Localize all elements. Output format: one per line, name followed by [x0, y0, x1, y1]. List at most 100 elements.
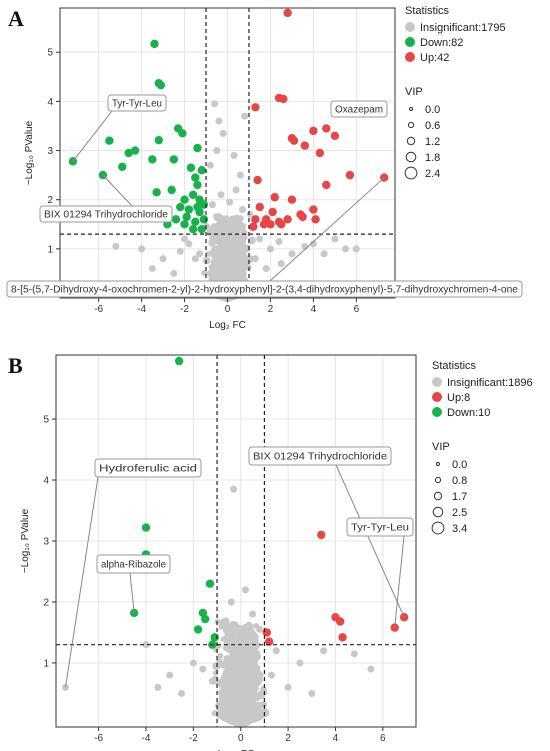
data-point [124, 148, 133, 158]
insignificant-point [227, 251, 234, 257]
insignificant-point [251, 682, 257, 689]
x-tick-label: -4 [137, 304, 146, 315]
insignificant-point [209, 233, 217, 242]
legend-size-label: 2.5 [452, 507, 467, 519]
insignificant-point [239, 233, 248, 242]
legend-swatch [405, 52, 415, 62]
callout-label: alpha-Ribazole [101, 560, 166, 571]
data-point [311, 215, 320, 224]
callout-box [346, 517, 414, 537]
insignificant-point [218, 713, 226, 721]
data-point [261, 215, 271, 224]
data-point [150, 39, 159, 49]
x-tick-label: 6 [380, 733, 386, 744]
insignificant-point [247, 236, 256, 245]
data-point [309, 126, 318, 136]
data-point [197, 166, 206, 175]
insignificant-point [202, 256, 211, 265]
insignificant-point [249, 634, 257, 642]
insignificant-point [208, 239, 216, 247]
data-point [191, 217, 200, 227]
panel-B: B -6 -4 -2 0 2 4 6 1 2 3 4 5 Log₂ FC −Log₁₀ PValue Hydr… [8, 353, 533, 751]
data-point [154, 136, 163, 145]
data-point [208, 677, 216, 685]
legend-size-label: 1.8 [425, 152, 440, 164]
x-tick-label: -6 [94, 733, 103, 744]
insignificant-point [240, 718, 248, 726]
insignificant-point [232, 234, 240, 241]
legend-size-circle [432, 506, 444, 518]
legend-size-circle [407, 121, 415, 129]
legend-label: Up:8 [447, 392, 470, 404]
insignificant-point [231, 253, 239, 261]
data-point [170, 269, 178, 277]
callout-line [394, 535, 405, 628]
insignificant-point [244, 263, 252, 271]
x-tick-label: 0 [225, 304, 231, 315]
callout-label: BIX 01294 Trihydrochloride [44, 210, 168, 221]
insignificant-point [232, 679, 242, 688]
data-point [205, 579, 215, 588]
data-point [317, 530, 326, 540]
data-point [166, 671, 174, 679]
insignificant-point [231, 699, 240, 709]
data-point [300, 141, 310, 150]
y-tick-label: 5 [43, 415, 49, 426]
series-down [129, 356, 219, 649]
data-point [251, 255, 259, 263]
x-tick-label: -6 [94, 304, 103, 315]
data-point [199, 665, 207, 673]
data-point [189, 659, 197, 667]
legend-size-label: 0.6 [425, 120, 440, 132]
insignificant-point [211, 710, 218, 717]
data-point [249, 610, 257, 618]
data-point [268, 207, 277, 217]
legend-size-circle [436, 462, 440, 466]
x-tick-label: 2 [268, 304, 274, 315]
data-point [287, 195, 297, 204]
y-axis-title: −Log₁₀ PValue [20, 508, 31, 573]
legend-vip-title: VIP [405, 86, 423, 98]
data-point [230, 485, 238, 493]
legend-size-circle [433, 491, 443, 501]
data-point [188, 190, 198, 199]
data-point [181, 235, 189, 243]
legend-size-circle [409, 107, 413, 111]
data-point [112, 242, 120, 250]
callout-box [94, 458, 202, 478]
data-point [315, 148, 325, 158]
data-point [283, 8, 292, 18]
insignificant-point [220, 636, 226, 642]
callout-label: Oxazepam [335, 105, 383, 116]
data-point [241, 112, 249, 120]
legend-size-label: 1.2 [425, 136, 440, 148]
data-point [279, 94, 288, 104]
y-tick-label: 3 [43, 537, 49, 548]
data-point [219, 220, 227, 228]
x-tick-label: 4 [311, 304, 317, 315]
insignificant-point [238, 250, 247, 260]
insignificant-point [248, 710, 255, 716]
y-axis-title: −Log₁₀ PValue [24, 120, 35, 185]
data-point [253, 175, 262, 185]
callout-label: BIX 01294 Trihydrochloride [253, 452, 387, 463]
data-point [185, 240, 193, 248]
y-tick-label: 2 [43, 597, 49, 608]
legend-swatch [432, 407, 442, 417]
data-point [342, 245, 350, 253]
data-point [118, 162, 127, 171]
callout-line [64, 476, 99, 688]
data-point [272, 647, 280, 655]
data-point [178, 129, 187, 138]
insignificant-point [245, 624, 252, 631]
data-point [171, 215, 181, 224]
insignificant-point [223, 668, 231, 676]
insignificant-point [228, 239, 235, 246]
callouts: Hydroferulic acid alpha-Ribazole BIX 01294… [64, 446, 414, 688]
insignificant-point [234, 215, 243, 225]
series-insignificant [112, 100, 360, 277]
data-point [277, 260, 285, 268]
legend-label: Insignificant:1896 [447, 377, 533, 389]
